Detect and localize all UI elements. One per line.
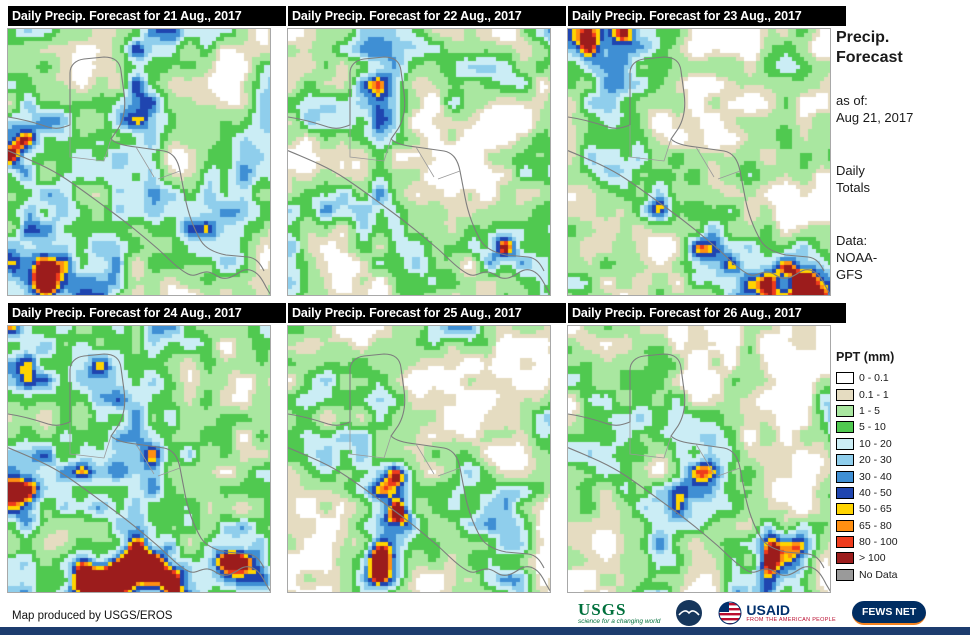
- legend-item-label: > 100: [859, 552, 886, 565]
- legend-swatch: [836, 568, 854, 581]
- fewsnet-logo: FEWS NET: [852, 601, 927, 625]
- legend-item-label: 10 - 20: [859, 437, 892, 450]
- legend-swatch: [836, 454, 854, 467]
- map-panel-23aug: [567, 28, 831, 296]
- legend-item-label: 1 - 5: [859, 404, 881, 417]
- legend-swatch: [836, 470, 854, 483]
- map-panel-21aug: [7, 28, 271, 296]
- panel-title-22aug: Daily Precip. Forecast for 22 Aug., 2017: [288, 6, 566, 26]
- legend-item: > 100: [836, 550, 898, 566]
- legend: PPT (mm) 0 - 0.1 0.1 - 1 1 - 5 5 - 10 10…: [836, 350, 898, 583]
- map-panel-22aug: [287, 28, 551, 296]
- legend-item: 40 - 50: [836, 485, 898, 501]
- usaid-flag-icon: [718, 601, 742, 625]
- precip-map-canvas-23aug: [568, 29, 830, 295]
- totals-line2: Totals: [836, 180, 870, 195]
- usaid-logo-tagline: FROM THE AMERICAN PEOPLE: [746, 616, 837, 623]
- legend-item-label: 80 - 100: [859, 536, 898, 549]
- legend-item-label: 5 - 10: [859, 421, 886, 434]
- precip-map-canvas-25aug: [288, 326, 550, 592]
- legend-item-label: 0.1 - 1: [859, 388, 889, 401]
- legend-item: 65 - 80: [836, 518, 898, 534]
- usaid-logo-name: USAID: [746, 601, 790, 618]
- legend-swatch: [836, 519, 854, 532]
- precip-map-canvas-24aug: [8, 326, 270, 592]
- map-credit: Map produced by USGS/EROS: [12, 610, 173, 622]
- map-panel-25aug: [287, 325, 551, 593]
- legend-item-label: 20 - 30: [859, 454, 892, 467]
- sidebar-title: Precip. Forecast: [836, 28, 903, 68]
- usgs-logo: USGS science for a changing world: [578, 601, 660, 626]
- panel-title-24aug: Daily Precip. Forecast for 24 Aug., 2017: [8, 303, 286, 323]
- legend-item: 50 - 65: [836, 501, 898, 517]
- legend-swatch: [836, 404, 854, 417]
- noaa-logo: [676, 600, 703, 626]
- legend-item: 30 - 40: [836, 468, 898, 484]
- data-source-line1: NOAA-: [836, 250, 878, 265]
- usgs-logo-text: USGS: [578, 599, 627, 619]
- as-of-date: Aug 21, 2017: [836, 110, 914, 125]
- legend-swatch: [836, 388, 854, 401]
- panel-title-23aug: Daily Precip. Forecast for 23 Aug., 2017: [568, 6, 846, 26]
- legend-item-label: 30 - 40: [859, 470, 892, 483]
- panel-title-25aug: Daily Precip. Forecast for 25 Aug., 2017: [288, 303, 566, 323]
- legend-item-label: No Data: [859, 568, 898, 581]
- legend-item: No Data: [836, 567, 898, 583]
- legend-item: 0 - 0.1: [836, 370, 898, 386]
- map-panel-26aug: [567, 325, 831, 593]
- usgs-logo-tagline: science for a changing world: [578, 617, 661, 625]
- legend-item: 10 - 20: [836, 436, 898, 452]
- map-panel-24aug: [7, 325, 271, 593]
- legend-swatch: [836, 437, 854, 450]
- panel-title-21aug: Daily Precip. Forecast for 21 Aug., 2017: [8, 6, 286, 26]
- data-source-label: Data:: [836, 233, 868, 248]
- sidebar-title-line2: Forecast: [836, 49, 903, 66]
- bottom-accent-bar: [0, 627, 970, 635]
- legend-item-label: 0 - 0.1: [859, 372, 889, 385]
- legend-item: 20 - 30: [836, 452, 898, 468]
- legend-swatch: [836, 372, 854, 385]
- legend-item: 0.1 - 1: [836, 386, 898, 402]
- legend-swatch: [836, 552, 854, 565]
- data-source-block: Data: NOAA- GFS: [836, 232, 877, 283]
- precip-map-canvas-26aug: [568, 326, 830, 592]
- legend-item-label: 65 - 80: [859, 519, 892, 532]
- usaid-logo-text: USAID FROM THE AMERICAN PEOPLE: [746, 603, 836, 624]
- legend-swatch: [836, 536, 854, 549]
- totals-line1: Daily: [836, 163, 865, 178]
- precip-map-canvas-21aug: [8, 29, 270, 295]
- legend-swatch: [836, 486, 854, 499]
- legend-title: PPT (mm): [836, 350, 895, 364]
- precip-map-canvas-22aug: [288, 29, 550, 295]
- legend-item-label: 50 - 65: [859, 503, 892, 516]
- sidebar-title-line1: Precip.: [836, 29, 890, 46]
- legend-item: 80 - 100: [836, 534, 898, 550]
- logo-strip: USGS science for a changing world: [578, 596, 927, 630]
- legend-swatch: [836, 503, 854, 516]
- usaid-logo: USAID FROM THE AMERICAN PEOPLE: [718, 601, 836, 625]
- legend-item-label: 40 - 50: [859, 486, 892, 499]
- legend-item: 5 - 10: [836, 419, 898, 435]
- legend-item: 1 - 5: [836, 403, 898, 419]
- sidebar: Precip. Forecast as of: Aug 21, 2017 Dai…: [836, 0, 966, 635]
- totals-block: Daily Totals: [836, 162, 870, 196]
- as-of-label: as of:: [836, 93, 868, 108]
- as-of-block: as of: Aug 21, 2017: [836, 92, 913, 126]
- panel-title-26aug: Daily Precip. Forecast for 26 Aug., 2017: [568, 303, 846, 323]
- legend-swatch: [836, 421, 854, 434]
- data-source-line2: GFS: [836, 267, 863, 282]
